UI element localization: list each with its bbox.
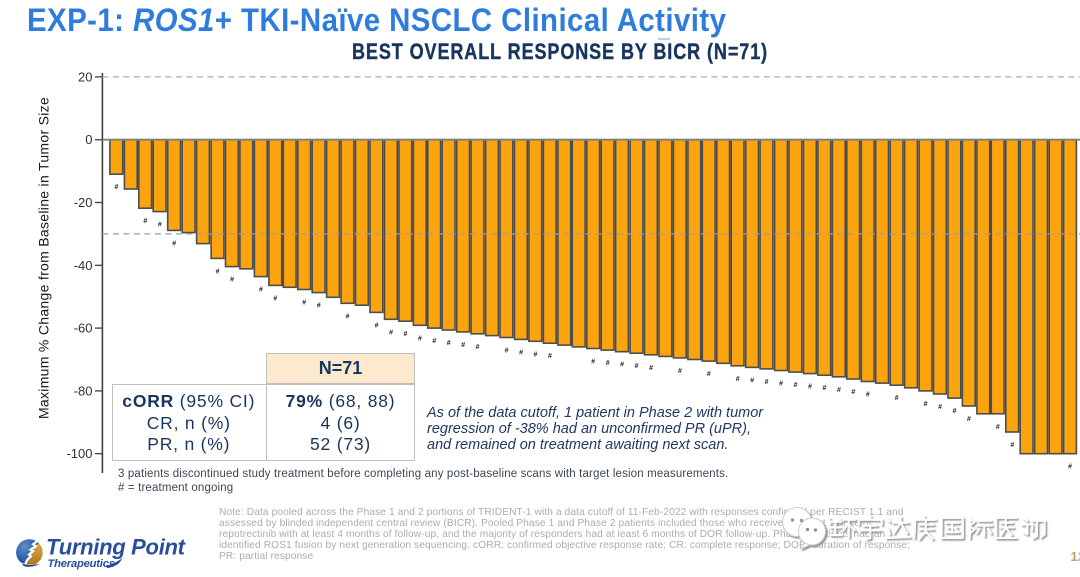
svg-text:Turning Point: Turning Point [46,535,187,560]
svg-text:-40: -40 [74,258,93,273]
svg-text:#: # [1068,464,1072,471]
svg-text:#: # [822,385,826,392]
svg-text:#: # [519,349,523,356]
svg-text:#: # [938,404,942,411]
svg-text:#: # [765,379,769,386]
svg-text:#: # [216,268,220,275]
svg-text:#: # [374,322,378,329]
svg-text:#: # [793,382,797,389]
svg-text:#: # [620,362,624,369]
svg-text:#: # [447,340,451,347]
svg-text:#: # [591,359,595,366]
svg-text:#: # [114,184,118,191]
svg-text:#: # [649,365,653,372]
svg-text:#: # [143,218,147,225]
svg-text:-60: -60 [74,321,93,336]
svg-text:-80: -80 [74,383,93,398]
svg-text:#: # [346,313,350,320]
svg-text:#: # [317,303,321,310]
svg-text:#: # [389,329,393,336]
svg-text:#: # [924,401,928,408]
svg-text:#: # [678,368,682,375]
svg-text:#: # [736,376,740,383]
svg-text:#: # [548,353,552,360]
svg-text:#: # [1010,442,1014,449]
svg-text:#: # [996,424,1000,431]
svg-text:20: 20 [78,69,92,84]
svg-text:#: # [476,344,480,351]
svg-text:#: # [808,384,812,391]
svg-text:#: # [707,371,711,378]
svg-text:#: # [158,222,162,229]
svg-text:#: # [172,240,176,247]
svg-text:#: # [606,360,610,367]
svg-text:#: # [895,395,899,402]
svg-text:#: # [302,300,306,307]
svg-text:#: # [779,381,783,388]
svg-text:#: # [432,338,436,345]
svg-text:#: # [403,331,407,338]
svg-text:#: # [837,387,841,394]
svg-text:#: # [750,377,754,384]
svg-text:#: # [461,342,465,349]
svg-text:#: # [273,295,277,302]
svg-text:#: # [259,287,263,294]
svg-text:-100: -100 [66,446,92,461]
svg-text:#: # [418,335,422,342]
svg-text:#: # [866,392,870,399]
svg-text:Maximum % Change from Baseline: Maximum % Change from Baseline in Tumor … [36,97,52,419]
svg-text:#: # [967,416,971,423]
svg-text:#: # [504,348,508,355]
svg-text:0: 0 [85,132,92,147]
svg-text:#: # [635,363,639,370]
svg-text:-20: -20 [74,195,93,210]
svg-text:#: # [230,277,234,284]
svg-text:#: # [533,351,537,358]
svg-text:#: # [851,389,855,396]
svg-text:Therapeutics: Therapeutics [48,558,115,570]
svg-text:#: # [952,408,956,415]
